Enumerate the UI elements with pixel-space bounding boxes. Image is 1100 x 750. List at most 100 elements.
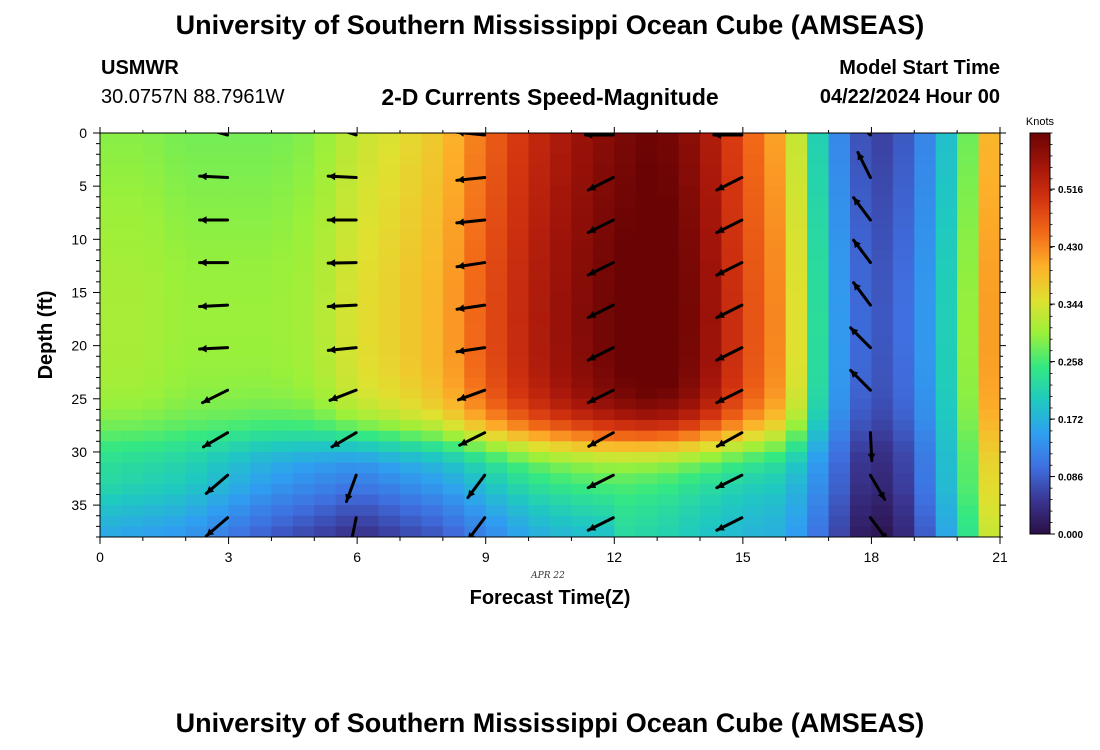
heatmap-cell: [571, 388, 594, 400]
heatmap-cell: [678, 420, 701, 432]
x-tick-label: 12: [606, 549, 622, 565]
heatmap-cell: [850, 441, 873, 453]
heatmap-cell: [292, 186, 315, 198]
heatmap-cell: [871, 441, 894, 453]
heatmap-cell: [421, 143, 444, 155]
heatmap-cell: [100, 249, 123, 262]
heatmap-cell: [357, 441, 380, 453]
heatmap-cell: [464, 239, 487, 251]
heatmap-cell: [442, 430, 465, 442]
heatmap-cell: [164, 398, 187, 411]
heatmap-cell: [871, 207, 894, 219]
heatmap-cell: [828, 281, 851, 294]
heatmap-cell: [164, 175, 187, 187]
heatmap-cell: [935, 377, 958, 389]
heatmap-cell: [335, 218, 358, 230]
heatmap-cell: [614, 249, 637, 262]
heatmap-cell: [185, 505, 208, 517]
heatmap-cell: [185, 398, 208, 411]
heatmap-cell: [935, 494, 958, 506]
heatmap-cell: [528, 271, 551, 283]
heatmap-cell: [292, 430, 315, 442]
heatmap-cell: [464, 377, 487, 389]
heatmap-cell: [507, 441, 530, 453]
heatmap-cell: [121, 186, 144, 198]
heatmap-cell: [657, 207, 680, 219]
heatmap-cell: [442, 366, 465, 379]
heatmap-cell: [507, 186, 530, 198]
heatmap-cell: [850, 207, 873, 219]
heatmap-cell: [121, 175, 144, 187]
heatmap-cell: [978, 483, 1000, 496]
heatmap-cell: [228, 494, 251, 506]
heatmap-cell: [528, 505, 551, 517]
heatmap-cell: [807, 207, 830, 219]
heatmap-cell: [121, 366, 144, 379]
heatmap-cell: [592, 366, 615, 379]
heatmap-cell: [185, 494, 208, 506]
heatmap-cell: [228, 249, 251, 262]
heatmap-cell: [464, 281, 487, 294]
heatmap-cell: [828, 409, 851, 421]
heatmap-cell: [935, 388, 958, 400]
heatmap-cell: [700, 526, 723, 537]
heatmap-cell: [807, 505, 830, 517]
heatmap-cell: [142, 356, 165, 368]
heatmap-cell: [378, 164, 401, 177]
heatmap-cell: [100, 239, 123, 251]
heatmap-cell: [185, 303, 208, 315]
heatmap-cell: [528, 186, 551, 198]
heatmap-cell: [657, 281, 680, 294]
heatmap-cell: [571, 526, 594, 537]
heatmap-cell: [764, 239, 787, 251]
heatmap-cell: [250, 164, 273, 177]
heatmap-cell: [228, 196, 251, 209]
heatmap-cell: [442, 313, 465, 325]
heatmap-cell: [528, 260, 551, 272]
heatmap-cell: [185, 260, 208, 272]
heatmap-cell: [657, 505, 680, 517]
y-tick-label: 35: [71, 497, 87, 513]
heatmap-cell: [850, 249, 873, 262]
heatmap-cell: [635, 207, 658, 219]
heatmap-cell: [357, 473, 380, 485]
heatmap-cell: [828, 186, 851, 198]
heatmap-cell: [892, 218, 915, 230]
heatmap-cell: [271, 186, 294, 198]
heatmap-cell: [721, 196, 744, 209]
heatmap-cell: [250, 420, 273, 432]
heatmap-cell: [164, 388, 187, 400]
heatmap-cell: [528, 441, 551, 453]
heatmap-cell: [871, 175, 894, 187]
heatmap-cell: [742, 292, 765, 304]
heatmap-cell: [550, 356, 573, 368]
heatmap-cell: [592, 313, 615, 325]
heatmap-cell: [507, 356, 530, 368]
heatmap-cell: [914, 335, 937, 347]
heatmap-cell: [378, 377, 401, 389]
heatmap-cell: [957, 133, 980, 145]
heatmap-cell: [592, 228, 615, 240]
heatmap-cell: [421, 430, 444, 442]
heatmap-cell: [700, 281, 723, 294]
heatmap-cell: [742, 441, 765, 453]
heatmap-cell: [164, 281, 187, 294]
heatmap-cell: [121, 164, 144, 177]
heatmap-cell: [807, 164, 830, 177]
heatmap-cell: [742, 324, 765, 336]
heatmap-cell: [978, 271, 1000, 283]
heatmap-cell: [528, 292, 551, 304]
heatmap-cell: [828, 473, 851, 485]
heatmap-cell: [185, 473, 208, 485]
heatmap-cell: [657, 271, 680, 283]
heatmap-cell: [700, 218, 723, 230]
heatmap-cell: [421, 239, 444, 251]
heatmap-cell: [700, 356, 723, 368]
heatmap-cell: [700, 324, 723, 336]
heatmap-cell: [485, 441, 508, 453]
heatmap-cell: [357, 164, 380, 177]
heatmap-cell: [271, 345, 294, 357]
heatmap-cell: [850, 377, 873, 389]
heatmap-cell: [914, 377, 937, 389]
heatmap-cell: [100, 143, 123, 155]
